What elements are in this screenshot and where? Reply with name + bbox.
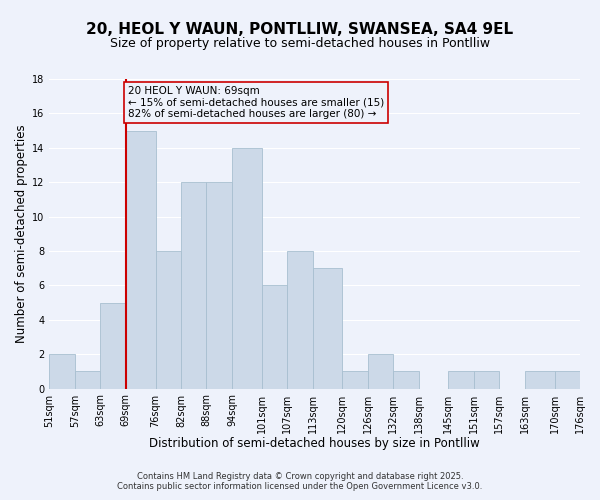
Text: Size of property relative to semi-detached houses in Pontlliw: Size of property relative to semi-detach…: [110, 38, 490, 51]
Bar: [448, 372, 474, 388]
Bar: [287, 251, 313, 388]
Bar: [525, 372, 554, 388]
Bar: [75, 372, 100, 388]
Bar: [126, 130, 155, 388]
Bar: [393, 372, 419, 388]
Y-axis label: Number of semi-detached properties: Number of semi-detached properties: [15, 124, 28, 343]
Title: 20, HEOL Y WAUN, PONTLLIW, SWANSEA, SA4 9EL
Size of property relative to semi-de: 20, HEOL Y WAUN, PONTLLIW, SWANSEA, SA4 …: [0, 499, 1, 500]
Bar: [155, 251, 181, 388]
Bar: [368, 354, 393, 388]
Text: Contains HM Land Registry data © Crown copyright and database right 2025.: Contains HM Land Registry data © Crown c…: [137, 472, 463, 481]
Bar: [262, 286, 287, 389]
Bar: [342, 372, 368, 388]
Text: Contains public sector information licensed under the Open Government Licence v3: Contains public sector information licen…: [118, 482, 482, 491]
Bar: [313, 268, 342, 388]
X-axis label: Distribution of semi-detached houses by size in Pontlliw: Distribution of semi-detached houses by …: [149, 437, 480, 450]
Bar: [181, 182, 206, 388]
Bar: [206, 182, 232, 388]
Text: 20, HEOL Y WAUN, PONTLLIW, SWANSEA, SA4 9EL: 20, HEOL Y WAUN, PONTLLIW, SWANSEA, SA4 …: [86, 22, 514, 38]
Bar: [474, 372, 499, 388]
Bar: [554, 372, 580, 388]
Bar: [49, 354, 75, 388]
Text: 20 HEOL Y WAUN: 69sqm
← 15% of semi-detached houses are smaller (15)
82% of semi: 20 HEOL Y WAUN: 69sqm ← 15% of semi-deta…: [128, 86, 384, 119]
Bar: [232, 148, 262, 388]
Bar: [100, 302, 126, 388]
